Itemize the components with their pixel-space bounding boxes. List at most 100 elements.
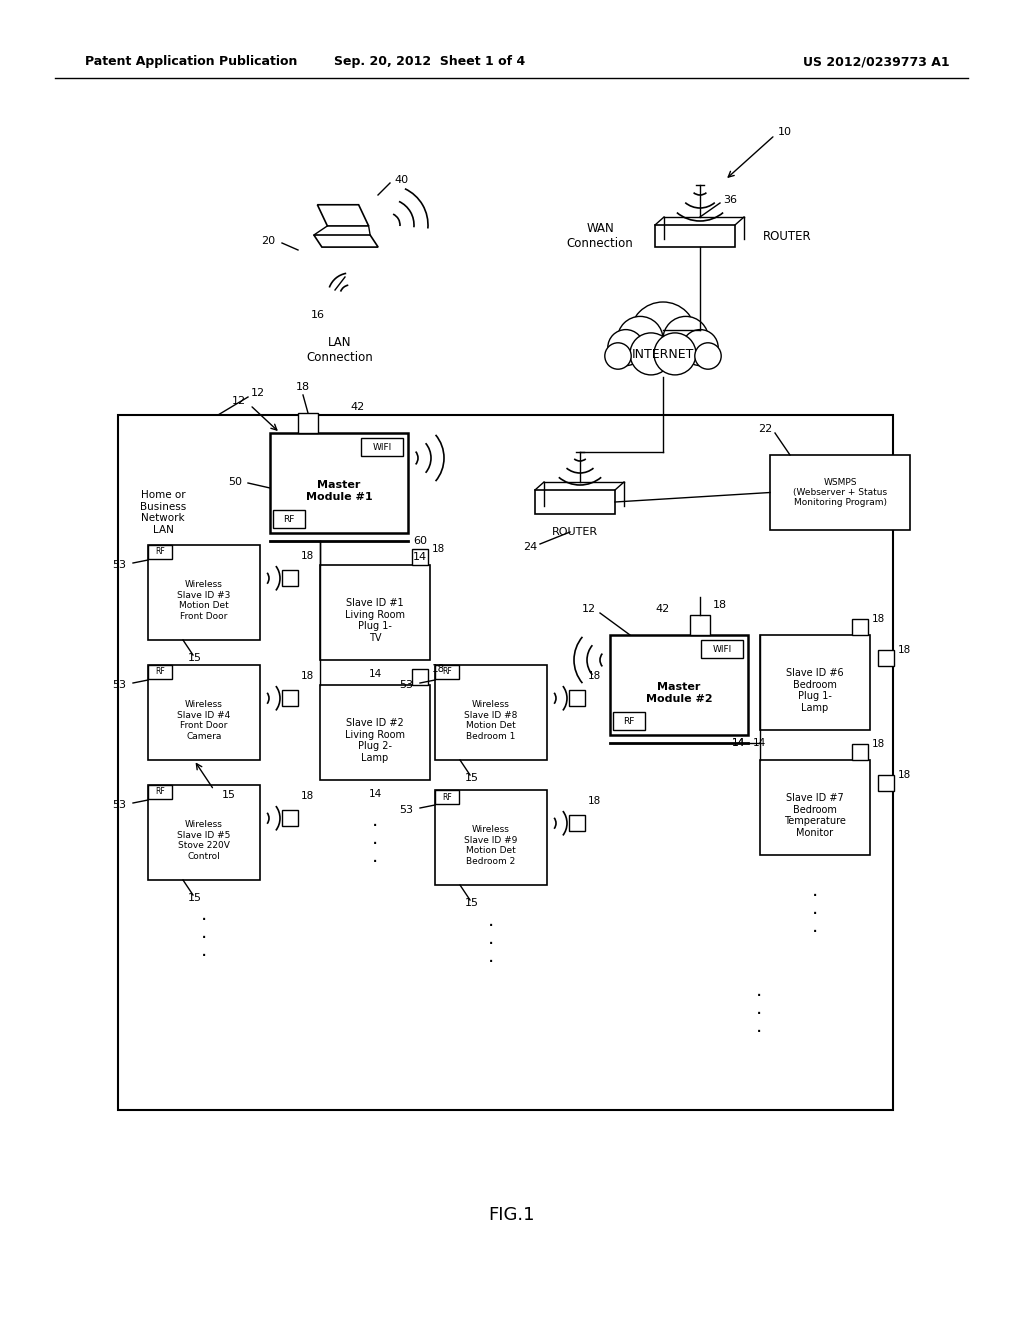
Bar [760,760,870,855]
Bar [435,665,459,678]
Bar [655,224,735,247]
Text: .: . [812,899,818,917]
Text: 15: 15 [222,789,236,800]
Bar [435,789,459,804]
Bar [878,775,894,791]
Text: 14: 14 [753,738,766,748]
Bar [118,414,893,1110]
Bar [282,570,298,586]
Bar [148,785,172,799]
Bar [610,635,748,735]
Text: RF: RF [442,668,452,676]
Text: .: . [487,928,495,948]
Text: 18: 18 [301,791,314,801]
Bar [760,635,870,730]
Text: 50: 50 [228,477,242,487]
Bar [435,789,547,884]
Text: ROUTER: ROUTER [552,527,598,537]
Text: .: . [487,946,495,965]
Text: Master
Module #1: Master Module #1 [306,480,373,502]
Circle shape [605,343,631,370]
Text: Wireless
Slave ID #4
Front Door
Camera: Wireless Slave ID #4 Front Door Camera [177,701,230,741]
Text: RF: RF [442,792,452,801]
Text: ROUTER: ROUTER [763,230,812,243]
Text: .: . [201,924,207,942]
Text: 42: 42 [655,605,670,614]
Text: Wireless
Slave ID #5
Stove 220V
Control: Wireless Slave ID #5 Stove 220V Control [177,821,230,861]
Bar [148,665,260,760]
Bar [535,490,615,513]
Text: .: . [372,829,378,847]
Text: 53: 53 [112,560,126,570]
Text: 14: 14 [369,789,382,799]
Circle shape [682,330,718,366]
Text: 42: 42 [350,403,365,412]
Text: 53: 53 [399,680,413,690]
Bar [148,665,172,678]
Text: Wireless
Slave ID #8
Motion Det
Bedroom 1: Wireless Slave ID #8 Motion Det Bedroom … [464,701,518,741]
Bar [319,685,430,780]
Text: WAN
Connection: WAN Connection [566,222,634,249]
Text: 53: 53 [399,805,413,814]
Text: 14: 14 [369,669,382,678]
Text: 14: 14 [732,738,745,748]
Text: 15: 15 [188,653,202,663]
Text: Slave ID #6
Bedroom
Plug 1-
Lamp: Slave ID #6 Bedroom Plug 1- Lamp [786,668,844,713]
Text: 22: 22 [758,424,772,434]
Text: .: . [756,998,762,1018]
Text: .: . [201,941,207,961]
Text: 18: 18 [872,614,886,624]
Bar [282,810,298,826]
Bar [701,640,743,657]
Text: 18: 18 [296,381,310,392]
Text: 18: 18 [588,796,601,807]
Text: 53: 53 [112,680,126,690]
Circle shape [630,302,696,368]
Bar [282,690,298,706]
Text: WSMPS
(Webserver + Status
Monitoring Program): WSMPS (Webserver + Status Monitoring Pro… [793,478,887,507]
Text: Patent Application Publication: Patent Application Publication [85,55,297,69]
Text: 16: 16 [311,310,325,319]
Text: .: . [756,981,762,999]
Text: 12: 12 [582,605,596,614]
Bar [319,565,430,660]
Text: FIG.1: FIG.1 [488,1206,536,1224]
Text: Master
Module #2: Master Module #2 [646,682,713,704]
Bar [412,549,428,565]
Text: .: . [372,846,378,866]
Text: 18: 18 [713,601,727,610]
Text: Home or
Business
Network
LAN: Home or Business Network LAN [140,490,186,535]
Text: .: . [756,1016,762,1035]
Bar [148,545,260,640]
Text: Slave ID #7
Bedroom
Temperature
Monitor: Slave ID #7 Bedroom Temperature Monitor [784,793,846,838]
Text: .: . [812,880,818,899]
Text: Wireless
Slave ID #9
Motion Det
Bedroom 2: Wireless Slave ID #9 Motion Det Bedroom … [464,825,518,866]
Text: Slave ID #2
Living Room
Plug 2-
Lamp: Slave ID #2 Living Room Plug 2- Lamp [345,718,406,763]
Text: Slave ID #1
Living Room
Plug 1-
TV: Slave ID #1 Living Room Plug 1- TV [345,598,406,643]
Text: 60: 60 [413,536,427,546]
Text: .: . [812,916,818,936]
Bar [270,433,408,533]
Text: WIFI: WIFI [373,442,391,451]
Text: 40: 40 [394,176,409,185]
Bar [690,615,710,635]
Text: .: . [201,906,207,924]
Text: 18: 18 [898,645,911,655]
Circle shape [695,343,721,370]
Circle shape [630,333,672,375]
Circle shape [617,317,663,362]
Bar [148,545,172,558]
Bar [148,785,260,880]
Bar [613,711,645,730]
Bar [852,744,868,760]
Text: WIFI: WIFI [713,644,731,653]
Text: RF: RF [155,788,165,796]
Text: US 2012/0239773 A1: US 2012/0239773 A1 [804,55,950,69]
Text: 10: 10 [778,127,792,137]
Bar [412,669,428,685]
Bar [770,455,910,531]
Circle shape [608,330,644,366]
Text: 20: 20 [261,236,275,246]
Text: 12: 12 [231,396,246,407]
Text: RF: RF [155,548,165,557]
